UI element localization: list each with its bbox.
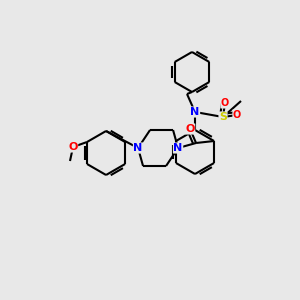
Text: S: S <box>219 112 227 122</box>
Text: N: N <box>190 107 200 117</box>
Text: O: O <box>233 110 241 120</box>
Text: O: O <box>185 124 195 134</box>
Text: O: O <box>221 98 229 108</box>
Text: N: N <box>134 143 143 153</box>
Text: N: N <box>173 143 183 153</box>
Text: O: O <box>68 142 78 152</box>
